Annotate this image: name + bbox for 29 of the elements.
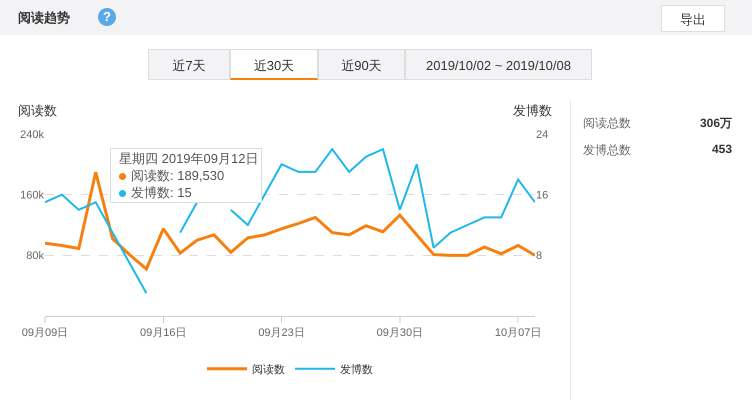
line-series [45,170,535,270]
text: 发博总数 [583,142,631,159]
legend-label: 阅读数 [252,363,285,376]
annotation: 发博数: 15 [131,185,192,200]
y2-tick-label: 8 [536,250,542,262]
text: 近30天 [230,49,318,80]
y2-tick-label: 16 [536,190,548,202]
x-tick-label: 09月16日 [140,327,187,340]
text: 2019/10/02 ~ 2019/10/08 [405,49,592,80]
x-tick-label: 09月09日 [22,327,68,340]
chart-title: 阅读趋势 [18,9,70,27]
text: 453 [712,142,732,156]
text: 近7天 [148,49,230,80]
y2-axis-title: 发博数 [513,102,552,120]
y-tick-label: 80k [26,250,44,262]
text: 阅读总数 [583,115,631,132]
annotation: 星期四 2019年09月12日 [119,150,258,167]
y2-tick-label: 24 [536,128,548,141]
y-tick-label: 160k [20,190,44,202]
x-tick-label: 09月30日 [376,327,424,340]
annotation: 阅读数: 189,530 [131,168,224,183]
x-tick-label: 09月23日 [258,327,305,340]
y-axis-title: 阅读数 [18,102,57,120]
y-tick-label: 240k [20,128,44,141]
x-tick-label: 10月07日 [494,327,542,340]
legend-label: 发博数 [340,363,373,376]
text: 306万 [700,115,732,132]
text: 近90天 [318,49,405,80]
text: 导出 [661,5,725,32]
